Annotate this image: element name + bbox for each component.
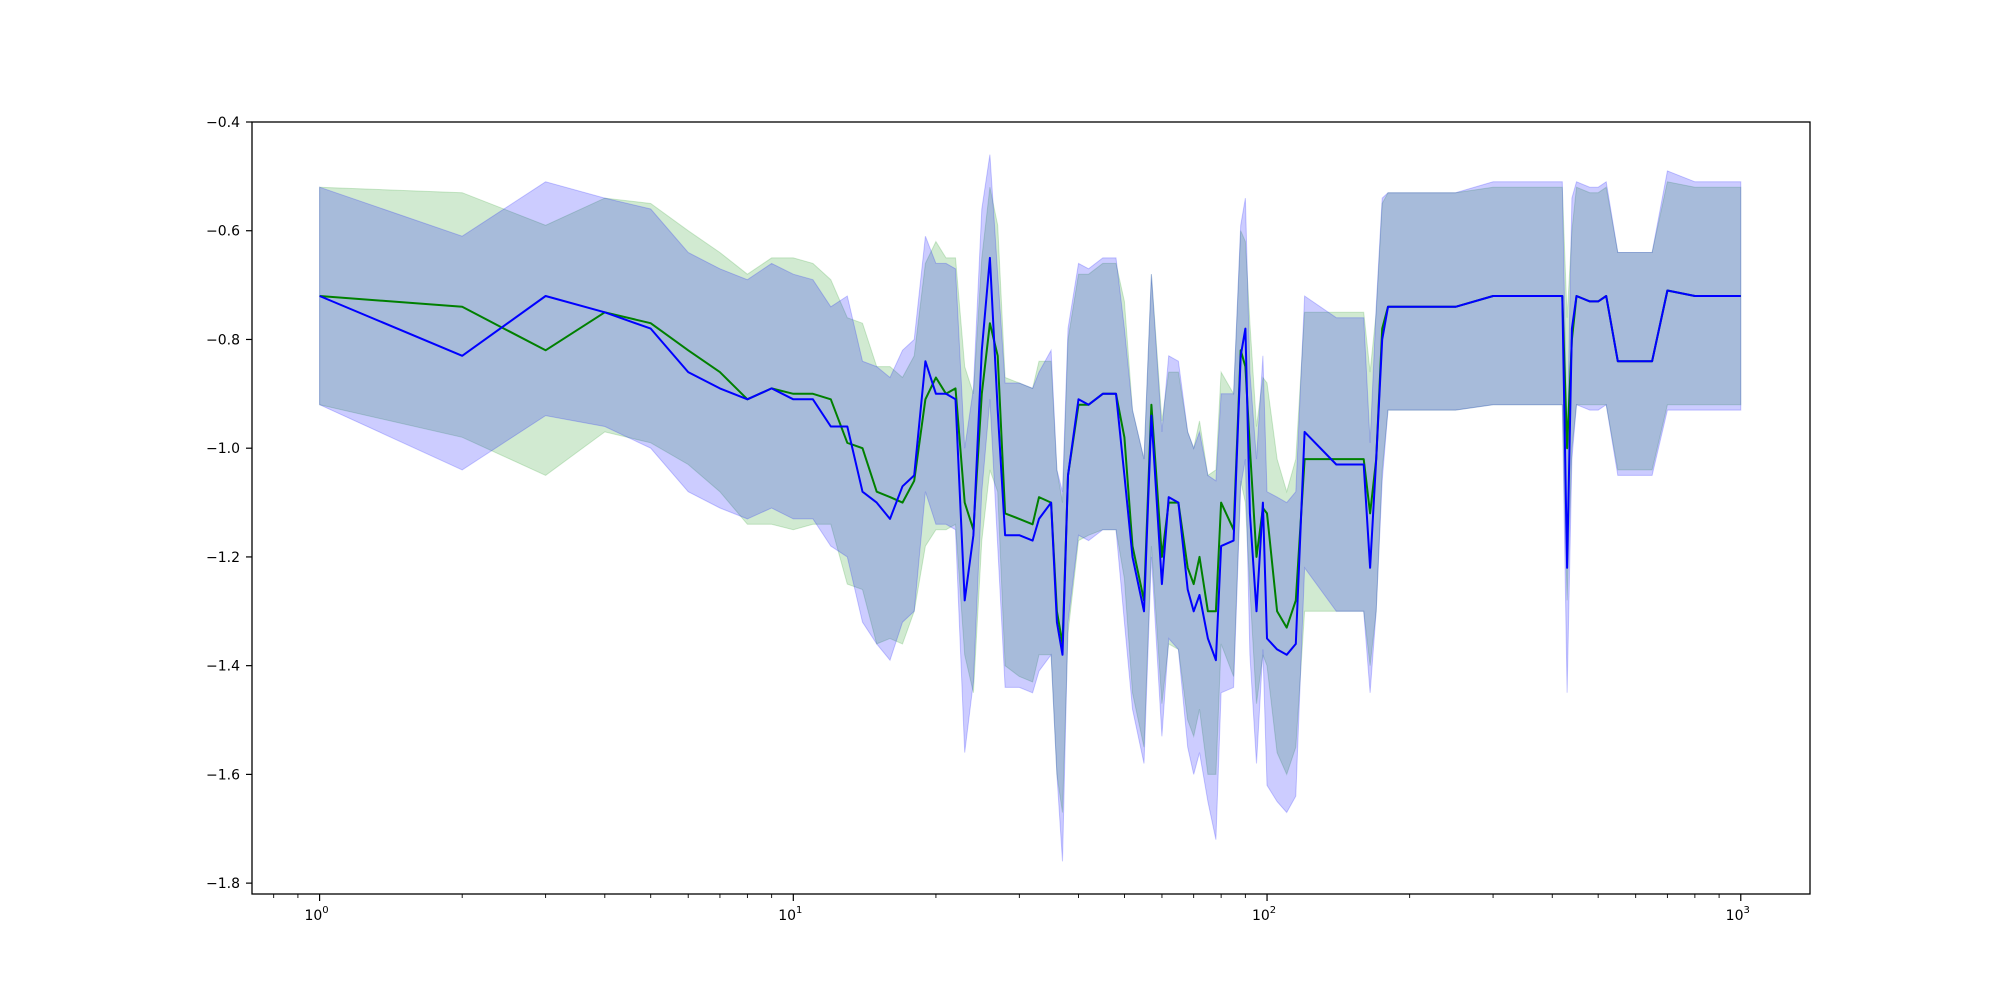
confidence-bands	[319, 154, 1742, 862]
y-tick-label: −0.8	[206, 332, 240, 348]
x-tick-label: 101	[778, 905, 802, 924]
y-tick-label: −1.2	[206, 550, 240, 566]
plot-frame	[251, 121, 1811, 895]
x-tick-label: 102	[1252, 905, 1276, 924]
series-lines	[319, 256, 1741, 662]
x-tick-label: 100	[304, 905, 328, 924]
axes: −0.4 −0.6 −0.8 −1.0 −1.2 −1.4 −1.6 −1.8 100 101 10…	[206, 115, 1750, 924]
y-tick-label: −0.6	[206, 224, 240, 240]
y-tick-label: −1.8	[206, 876, 240, 892]
x-tick-label: 103	[1726, 905, 1750, 924]
y-tick-label: −1.4	[206, 659, 240, 675]
y-tick-label: −1.6	[206, 767, 240, 783]
confidence-band-2	[319, 154, 1742, 862]
y-tick-label: −0.4	[206, 115, 240, 131]
y-tick-label: −1.0	[206, 441, 240, 457]
series-line-2	[319, 256, 1741, 662]
